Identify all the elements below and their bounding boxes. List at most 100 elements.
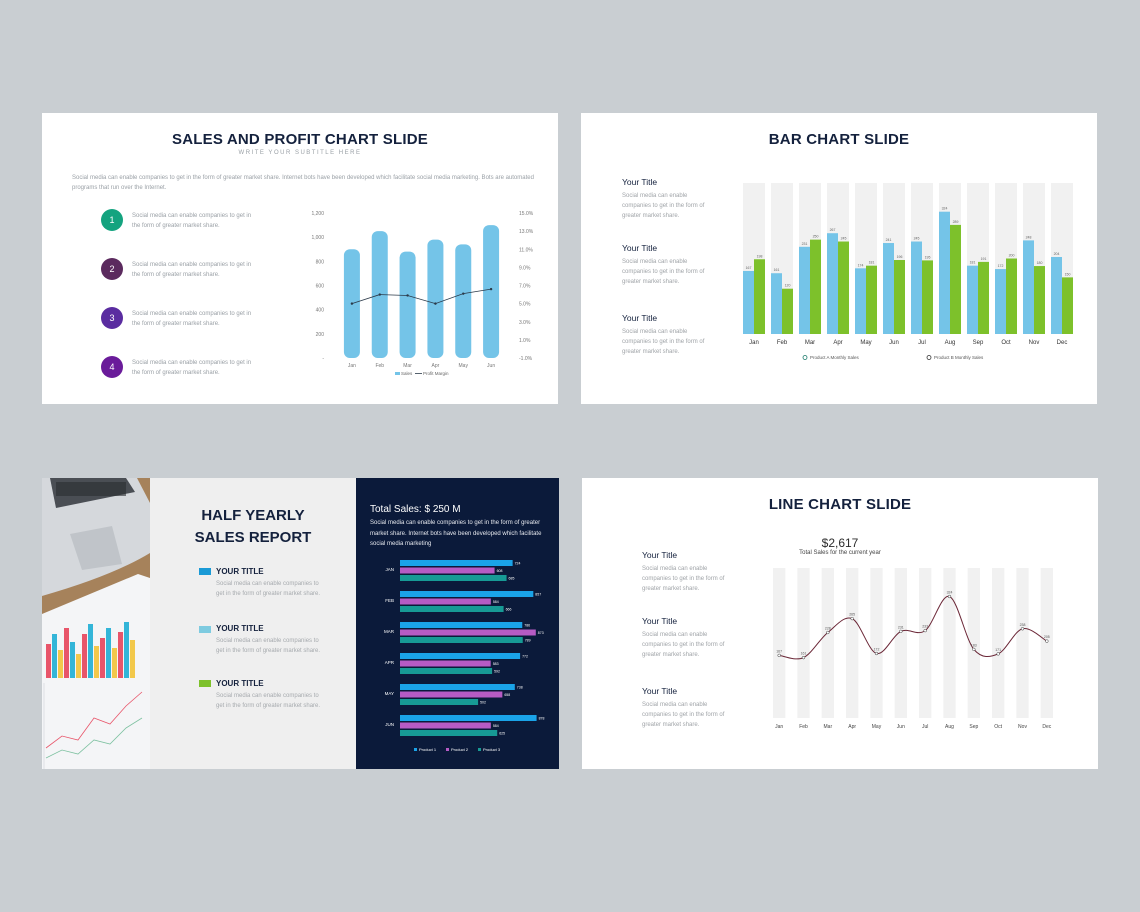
x-tick-label: Sep: [969, 724, 978, 730]
legend-marker: [802, 355, 808, 360]
data-label: 191: [981, 257, 987, 261]
x-tick-label: Jul: [922, 724, 928, 730]
x-tick-label: Aug: [945, 724, 954, 730]
x-tick-label: Jan: [348, 363, 356, 369]
half-yearly-chart: JAN 724 608 685 FEB 857 584 666 MAR 786 873 789 APR 7…: [384, 560, 545, 752]
half-yearly-slide: HALF YEARLY SALES REPORT YOUR TITLE Soci…: [42, 478, 559, 769]
sales-bar: [1006, 258, 1017, 334]
item-text: Social media can enable companies to get…: [642, 566, 725, 592]
x-tick-label: Jan: [749, 340, 759, 346]
data-label: 584: [493, 600, 499, 604]
column-background: [1040, 568, 1053, 718]
line-point: [947, 594, 952, 599]
data-label: 161: [801, 652, 807, 656]
column-background: [967, 568, 980, 718]
item-text: Social media can enable companies to get…: [622, 259, 705, 285]
title-line-1: HALF YEARLY: [201, 507, 305, 524]
y-tick-label: -: [322, 356, 324, 362]
item-text: Social media can enable companies to get…: [132, 360, 252, 376]
data-label: 200: [1009, 254, 1015, 258]
profit-margin-point: [489, 287, 493, 291]
y-tick-label: JAN: [385, 567, 394, 572]
data-label: 172: [874, 648, 880, 652]
x-tick-label: Mar: [403, 363, 412, 369]
sales-bar: [1062, 277, 1073, 334]
column-background: [919, 568, 932, 718]
y-tick-label: 400: [316, 308, 325, 314]
total-sales: Total Sales: $ 250 M: [370, 504, 461, 515]
legend-label: Product 2: [451, 747, 469, 752]
y-tick-label: MAY: [385, 691, 394, 696]
data-label: 174: [858, 263, 864, 267]
profit-margin-line: [351, 288, 492, 305]
y2-tick-label: 13.0%: [519, 229, 534, 235]
x-tick-label: Mar: [805, 340, 815, 346]
sales-bar: [838, 241, 849, 334]
data-label: 658: [504, 693, 510, 697]
column-background: [821, 568, 834, 718]
y-tick-label: FEB: [385, 598, 394, 603]
x-tick-label: May: [860, 340, 871, 346]
x-tick-label: Sep: [973, 340, 984, 346]
slide-title: LINE CHART SLIDE: [768, 496, 912, 513]
line-chart-slide: LINE CHART SLIDE $2,617 Total Sales for …: [582, 478, 1098, 769]
item-title: Your Title: [622, 313, 658, 323]
sales-bar: [400, 684, 515, 690]
x-tick-label: Apr: [432, 363, 440, 369]
item-text: Social media can enable companies to get…: [622, 193, 705, 219]
y-tick-label: MAR: [384, 629, 395, 634]
data-label: 289: [953, 220, 959, 224]
data-label: 248: [1026, 235, 1032, 239]
data-label: 161: [774, 268, 780, 272]
sales-bar: [1034, 266, 1045, 334]
sales-bar: [400, 567, 495, 574]
x-tick-label: Apr: [848, 724, 856, 730]
item-text: Social media can enable companies to get…: [132, 311, 252, 327]
total-description: Social media can enable companies to get…: [370, 520, 542, 547]
sales-bar: [1051, 256, 1062, 334]
sales-bar: [978, 261, 989, 334]
sales-profit-chart: - 200 400 600 800 1,000 1,200 -1.0% 1.0% 3.0% 5.0%…: [311, 211, 534, 376]
sales-bar: [855, 268, 866, 334]
line-point: [972, 647, 976, 652]
data-label: 324: [942, 207, 948, 211]
item-title: Your Title: [642, 686, 678, 696]
data-label: 685: [509, 577, 515, 581]
y-tick-label: 200: [316, 332, 325, 338]
line-point: [1020, 627, 1025, 631]
x-tick-label: Feb: [777, 340, 788, 346]
data-label: 231: [802, 242, 808, 246]
data-label: 183: [971, 643, 977, 647]
x-tick-label: Jun: [487, 363, 495, 369]
legend-sales-swatch: [395, 372, 400, 375]
line-point: [899, 629, 903, 634]
sales-bar: [939, 211, 950, 334]
item-text: Social media can enable companies to get…: [622, 329, 705, 355]
legend-swatch: [199, 626, 211, 633]
y-tick-label: 1,000: [311, 235, 324, 241]
x-tick-label: Jan: [775, 724, 783, 730]
legend-label: Product B Monthly Sales: [934, 355, 984, 360]
sales-bar: [400, 699, 479, 705]
sales-bar: [866, 265, 877, 334]
x-tick-label: Feb: [799, 724, 808, 730]
x-tick-label: Apr: [833, 340, 842, 346]
data-label: 204: [1054, 252, 1060, 256]
left-panel: [150, 478, 356, 769]
legend-swatch: [199, 568, 211, 575]
profit-margin-point: [434, 302, 437, 305]
item-text: Social media can enable companies to get…: [642, 632, 725, 658]
y2-tick-label: 15.0%: [519, 211, 534, 217]
data-label: 878: [539, 717, 545, 721]
data-label: 195: [925, 255, 931, 259]
x-tick-label: May: [872, 724, 882, 730]
sales-bar: [400, 591, 534, 597]
data-label: 738: [517, 686, 523, 690]
y-tick-label: APR: [385, 660, 395, 665]
data-label: 267: [830, 228, 836, 232]
data-label: 873: [538, 631, 544, 635]
data-label: 205: [1044, 635, 1050, 639]
slide-title: SALES AND PROFIT CHART SLIDE: [172, 131, 428, 148]
line-point: [996, 652, 1000, 656]
sales-bar: [810, 239, 821, 334]
